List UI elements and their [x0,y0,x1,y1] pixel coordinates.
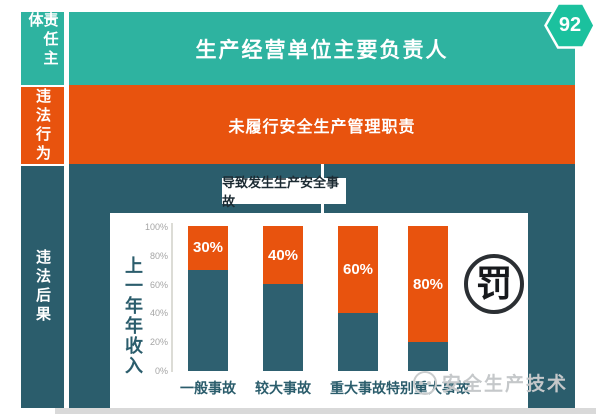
category-label: 较大事故 [255,380,311,396]
y-tick-label: 0% [154,366,168,376]
bar-value-label: 80% [412,275,444,293]
bar-value-label: 40% [267,246,299,264]
bar-segment-fine: 60% [338,226,378,313]
page-number-badge: 92 [544,2,596,49]
watermark-text: 安全生产技术 [442,374,569,395]
y-tick-label: 40% [149,308,168,319]
sidebar-label: 责任主体 [26,12,59,69]
bar-segment-remainder [408,342,448,371]
bar-value-label: 60% [342,261,374,278]
sidebar-label: 违法后果 [34,249,51,325]
watermark-logo-icon [413,370,437,395]
watermark: 安全生产技术 [413,369,568,396]
bar-chart-plot: 100% 80% 60% 40% 20% 0% 30% 一般事故 40% 较大事故 60% 重大事故 8… [110,213,528,408]
violation-text: 未履行安全生产管理职责 [228,118,416,136]
sidebar-item-legal-consequence: 违法后果 [21,166,64,408]
penalty-glyph: 罚 [475,263,512,304]
y-tick-label: 80% [149,250,168,261]
violation-band: 未履行安全生产管理职责 [69,85,575,164]
y-axis-label: 上一年年收入 [123,256,143,376]
sidebar-item-responsible-subject: 责任主体 [21,12,64,85]
penalty-stamp-icon: 罚 [464,254,524,314]
bar-segment-fine: 40% [263,226,303,284]
y-tick-label: 100% [144,222,168,232]
bar-segment-fine: 30% [188,226,228,270]
page-number: 92 [558,14,582,36]
bar-value-label: 30% [192,239,224,257]
y-tick-label: 60% [149,279,168,290]
sidebar-label: 违法行为 [34,87,51,164]
subject-title: 生产经营单位主要负责人 [195,38,449,62]
sidebar-item-illegal-act: 违法行为 [21,87,64,164]
bar-segment-remainder [263,284,303,371]
consequence-label-box: 导致发生生产安全事故 [222,175,346,209]
bar-segment-fine: 80% [408,226,448,342]
consequence-label: 导致发生生产安全事故 [222,175,340,209]
y-tick-label: 20% [149,337,168,348]
y-axis-line [171,223,173,372]
category-label: 重大事故 [330,380,386,396]
bar-segment-remainder [338,313,378,371]
subject-band: 生产经营单位主要负责人 [69,12,575,85]
bar-segment-remainder [188,269,228,371]
hexagon-icon [544,2,596,49]
bottom-shadow-strip [55,408,596,414]
bar-chart-panel: 上一年年收入 100% 80% 60% 40% 20% 0% 30% 一般事故 40% 较大事故 6… [110,213,528,408]
category-label: 一般事故 [180,380,236,396]
